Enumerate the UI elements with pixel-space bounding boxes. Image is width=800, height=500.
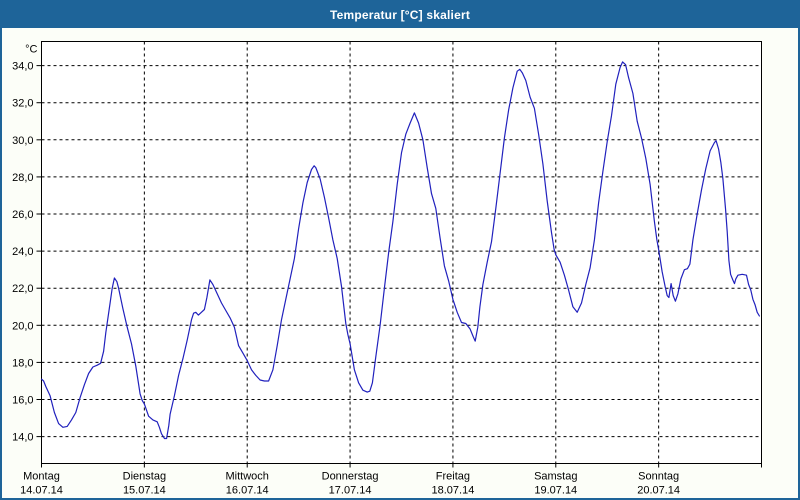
y-tick-label: 16,0 (12, 395, 33, 407)
day-date-label: 15.07.14 (123, 485, 166, 497)
y-tick-label: 20,0 (12, 320, 33, 332)
y-tick-label: 34,0 (12, 61, 33, 73)
window-title: Temperatur [°C] skaliert (329, 8, 471, 22)
day-name-label: Montag (23, 471, 60, 483)
day-date-label: 16.07.14 (226, 485, 269, 497)
y-tick-label: 18,0 (12, 357, 33, 369)
y-tick-label: 32,0 (12, 98, 33, 110)
day-date-label: 20.07.14 (637, 485, 680, 497)
y-tick-label: 24,0 (12, 246, 33, 258)
y-unit-label: °C (25, 44, 37, 56)
day-name-label: Sonntag (638, 471, 679, 483)
y-tick-label: 30,0 (12, 135, 33, 147)
day-name-label: Mittwoch (226, 471, 269, 483)
y-tick-label: 14,0 (12, 432, 33, 444)
day-name-label: Donnerstag (322, 471, 379, 483)
day-date-label: 14.07.14 (20, 485, 63, 497)
day-date-label: 18.07.14 (432, 485, 475, 497)
window-titlebar: Temperatur [°C] skaliert (2, 2, 798, 28)
y-tick-label: 26,0 (12, 209, 33, 221)
day-name-label: Samstag (534, 471, 577, 483)
y-tick-label: 22,0 (12, 283, 33, 295)
day-date-label: 17.07.14 (329, 485, 372, 497)
day-name-label: Freitag (436, 471, 470, 483)
plot-frame (41, 41, 762, 464)
day-name-label: Dienstag (123, 471, 166, 483)
y-tick-label: 28,0 (12, 172, 33, 184)
temperature-line (40, 61, 761, 440)
day-date-label: 19.07.14 (534, 485, 577, 497)
